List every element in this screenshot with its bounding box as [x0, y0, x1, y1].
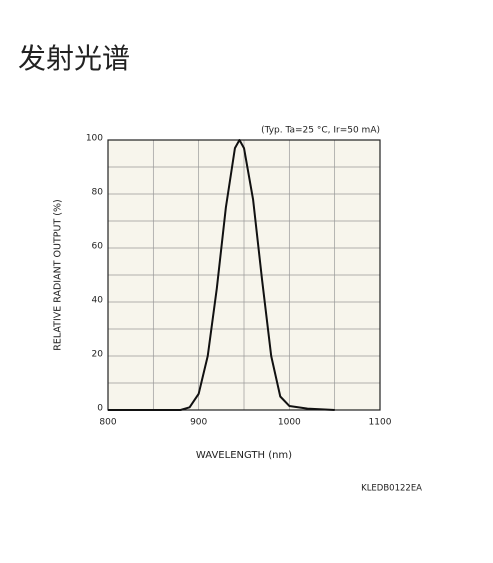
y-tick-label: 0	[97, 404, 103, 414]
x-tick-label: 800	[99, 418, 116, 428]
figure-code: KLEDB0122EA	[361, 484, 422, 494]
y-tick-label: 80	[92, 188, 104, 198]
y-tick-label: 40	[92, 296, 104, 306]
y-axis-label: RELATIVE RADIANT OUTPUT (%)	[53, 199, 64, 350]
x-tick-label: 1000	[278, 418, 301, 428]
y-tick-label: 100	[86, 134, 103, 144]
page-title: 发射光谱	[18, 42, 130, 75]
y-tick-label: 60	[92, 242, 104, 252]
x-tick-label: 1100	[369, 418, 392, 428]
x-axis-label: WAVELENGTH (nm)	[196, 450, 292, 461]
spectrum-line	[108, 139, 335, 411]
y-tick-label: 20	[92, 350, 104, 360]
plot-frame	[107, 139, 381, 411]
annotation: (Typ. Ta=25 °C, Ir=50 mA)	[261, 126, 380, 136]
x-tick-label: 900	[190, 418, 207, 428]
